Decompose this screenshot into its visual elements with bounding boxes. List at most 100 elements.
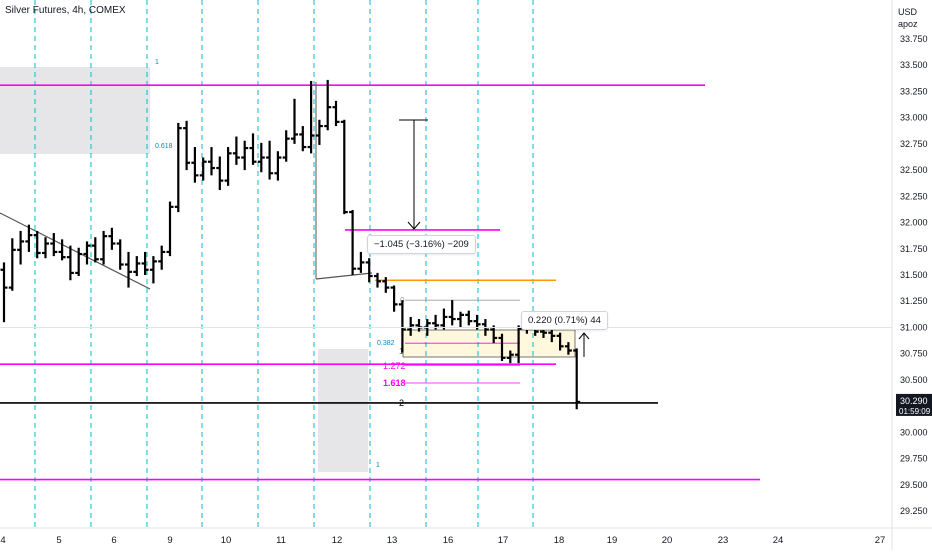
ohlc-bar [241, 140, 249, 171]
x-tick-label: 6 [111, 535, 116, 546]
x-tick-label: 24 [773, 535, 784, 546]
ohlc-bar [564, 342, 572, 355]
x-tick-label: 19 [607, 535, 618, 546]
ohlc-bar [448, 300, 456, 326]
x-tick-label: 9 [167, 535, 172, 546]
y-tick-label: 32.750 [900, 139, 928, 149]
ohlc-bar [349, 209, 357, 275]
ohlc-bar [83, 241, 91, 265]
y-tick-label: 33.000 [900, 113, 928, 123]
x-tick-label: 11 [276, 535, 286, 546]
ohlc-bar [116, 239, 124, 270]
y-tick-label: 31.000 [900, 322, 928, 332]
last-price-tag [896, 393, 932, 416]
bar-countdown: 01:59:09 [899, 407, 931, 416]
ohlc-bar [125, 251, 132, 288]
last-price-value: 30.290 [900, 396, 928, 406]
symbol-title[interactable]: Silver Futures, 4h, COMEX [5, 5, 126, 16]
scale-mode-label: apoz [898, 19, 918, 29]
ohlc-bar [340, 119, 348, 215]
ohlc-bar [75, 247, 83, 277]
ohlc-bar [257, 142, 265, 173]
price-scale-unit[interactable]: USD apoz [898, 6, 926, 30]
x-tick-label: 17 [498, 535, 509, 546]
lower-gray-zone [318, 349, 368, 472]
ohlc-bar [100, 230, 108, 265]
y-tick-label: 32.000 [900, 218, 928, 228]
ohlc-bar [216, 156, 224, 191]
ohlc-bar [398, 300, 406, 353]
ohlc-bar [183, 120, 191, 171]
ohlc-bar [108, 227, 116, 250]
y-tick-label: 30.500 [900, 375, 928, 385]
y-tick-label: 31.500 [900, 270, 928, 280]
ohlc-bar [141, 251, 149, 275]
ohlc-bar [33, 230, 41, 259]
y-tick-label: 30.000 [900, 427, 928, 437]
trend-line[interactable] [0, 212, 151, 290]
ohlc-bar [174, 122, 182, 213]
ohlc-bar [199, 157, 207, 181]
measure-up-label: 0.220 (0.71%) 44 [521, 311, 608, 330]
ohlc-bar [42, 237, 49, 259]
ohlc-bar [407, 316, 415, 336]
ohlc-bar [17, 230, 25, 265]
y-tick-label: 32.250 [900, 191, 928, 201]
fib-label-1-top: 1 [155, 59, 159, 66]
fib-label-0618: 0.618 [155, 143, 173, 150]
ohlc-bar [66, 245, 74, 281]
ohlc-bar [8, 238, 16, 291]
fib-label-1-box: 1 [376, 462, 380, 469]
ohlc-bar [556, 332, 564, 351]
upper-gray-zone [0, 67, 150, 154]
ohlc-bar [307, 80, 315, 154]
ohlc-bar [299, 126, 307, 152]
ohlc-bar [390, 285, 398, 312]
y-tick-label: 30.750 [900, 349, 928, 359]
ohlc-bar [548, 329, 556, 343]
ohlc-bar [324, 79, 332, 131]
ohlc-bar [315, 119, 323, 145]
ohlc-bar [332, 100, 340, 127]
y-tick-label: 29.500 [900, 480, 928, 490]
x-tick-label: 16 [443, 535, 454, 546]
ohlc-bar [50, 233, 58, 257]
ohlc-bar [457, 311, 464, 328]
measure-down-label: −1.045 (−3.16%) −209 [367, 235, 476, 254]
ohlc-bar [382, 277, 390, 293]
ohlc-bar [149, 256, 157, 284]
fib-label-1272: 1.272 [383, 361, 406, 371]
fib-label-2: 2 [399, 398, 404, 408]
ohlc-bar [357, 251, 365, 273]
y-tick-label: 33.250 [900, 86, 928, 96]
ohlc-bar [25, 224, 33, 252]
x-tick-label: 18 [554, 535, 565, 546]
y-tick-label: 33.750 [900, 34, 928, 44]
x-tick-label: 23 [718, 535, 729, 546]
fib-label-1618: 1.618 [383, 378, 406, 388]
ohlc-bar [291, 98, 298, 144]
x-tick-label: 5 [56, 535, 61, 546]
x-tick-label: 12 [332, 535, 343, 546]
y-tick-label: 31.250 [900, 296, 928, 306]
currency-label: USD [898, 7, 918, 17]
arrow-up-head [578, 332, 590, 340]
x-tick-label: 20 [662, 535, 673, 546]
ohlc-bar [465, 310, 473, 326]
x-tick-label: 4 [0, 535, 5, 546]
y-tick-label: 31.750 [900, 244, 928, 254]
arrow-down-head [407, 221, 421, 230]
ohlc-bar [166, 201, 174, 257]
ohlc-bar [440, 308, 448, 330]
ohlc-bar [158, 245, 166, 270]
x-tick-label: 27 [875, 535, 886, 546]
y-tick-label: 32.500 [900, 165, 928, 175]
ohlc-bar [133, 256, 141, 277]
ohlc-bar [274, 151, 282, 181]
ohlc-bar [249, 133, 257, 165]
ohlc-bar [365, 258, 373, 283]
ohlc-bar [282, 130, 290, 162]
fib-label-0382: 0.382 [377, 340, 395, 347]
